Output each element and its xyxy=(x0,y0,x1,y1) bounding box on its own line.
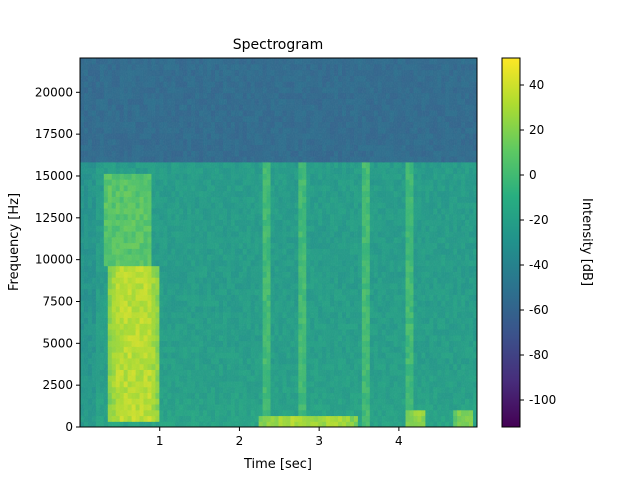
spectrogram-image xyxy=(80,58,477,427)
chart-title: Spectrogram xyxy=(233,37,323,53)
